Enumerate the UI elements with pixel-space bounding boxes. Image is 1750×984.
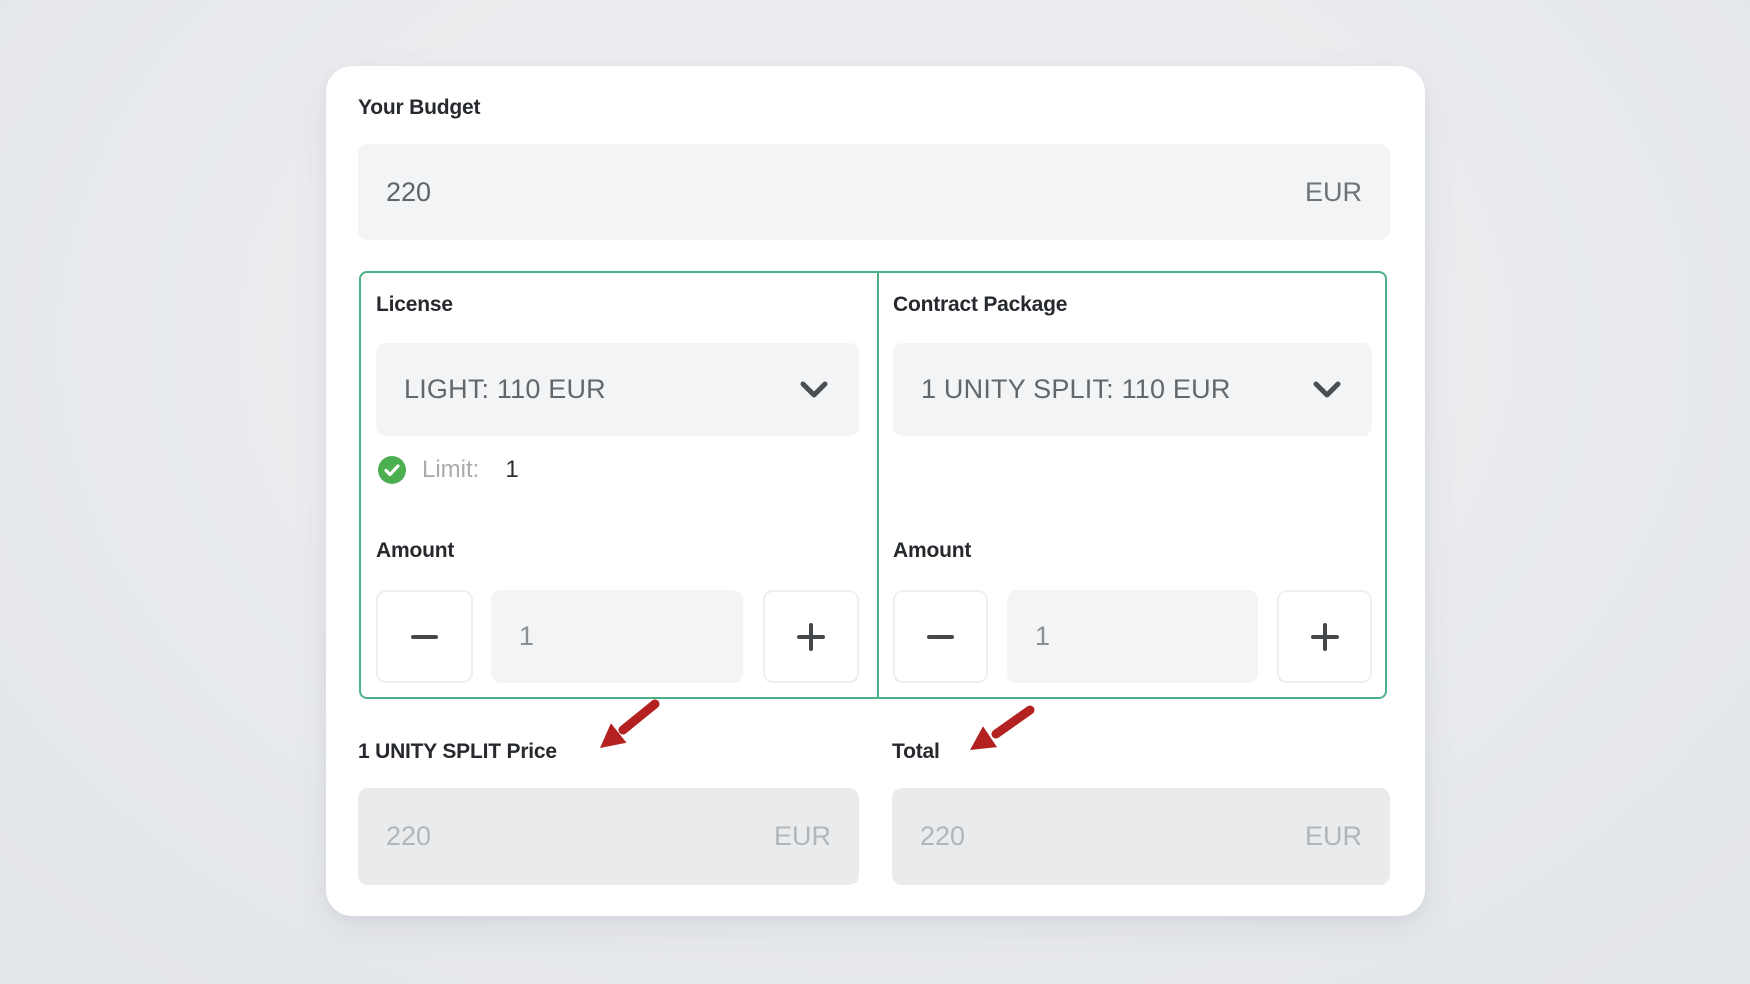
unit-price-currency: EUR <box>773 821 831 851</box>
total-currency: EUR <box>1304 821 1362 851</box>
license-amount-increment-button[interactable] <box>763 590 859 683</box>
contract-amount-input[interactable] <box>1007 590 1258 683</box>
contract-package-panel: Contract Package 1 UNITY SPLIT: 110 EUR … <box>877 273 1385 697</box>
contract-package-select[interactable]: 1 UNITY SPLIT: 110 EUR <box>893 343 1372 436</box>
contract-amount-increment-button[interactable] <box>1277 590 1372 683</box>
chevron-down-icon <box>800 381 828 397</box>
limit-row: Limit: 1 <box>378 456 519 484</box>
license-selected-option: LIGHT: 110 EUR <box>404 374 606 404</box>
chevron-down-icon <box>1313 381 1341 397</box>
pricing-card: Your Budget 220 EUR License LIGHT: 110 E… <box>326 66 1425 916</box>
unit-price-label: 1 UNITY SPLIT Price <box>358 740 557 763</box>
annotation-arrow-icon <box>600 699 660 748</box>
minus-icon <box>927 634 954 639</box>
plus-icon <box>797 622 825 651</box>
minus-icon <box>411 634 438 639</box>
unit-price-input: 220 EUR <box>358 788 859 885</box>
license-amount-input[interactable] <box>491 590 743 683</box>
contract-amount-label: Amount <box>893 539 972 562</box>
contract-package-selected-option: 1 UNITY SPLIT: 110 EUR <box>921 374 1231 404</box>
license-select[interactable]: LIGHT: 110 EUR <box>376 343 859 436</box>
budget-input[interactable]: 220 EUR <box>358 144 1390 240</box>
license-label: License <box>376 293 453 316</box>
license-amount-decrement-button[interactable] <box>376 590 473 683</box>
selection-panel: License LIGHT: 110 EUR Limit: 1 Amount <box>359 271 1387 699</box>
contract-amount-decrement-button[interactable] <box>893 590 988 683</box>
limit-label: Limit: <box>422 456 480 483</box>
budget-currency: EUR <box>1304 176 1362 207</box>
license-amount-label: Amount <box>376 539 455 562</box>
budget-label: Your Budget <box>358 96 481 119</box>
limit-value: 1 <box>505 456 519 483</box>
contract-package-label: Contract Package <box>893 293 1068 316</box>
total-value: 220 <box>920 821 966 851</box>
annotation-arrow-icon <box>970 705 1035 750</box>
total-input: 220 EUR <box>892 788 1390 885</box>
plus-icon <box>1310 622 1339 651</box>
total-label: Total <box>892 740 940 763</box>
license-panel: License LIGHT: 110 EUR Limit: 1 Amount <box>361 273 877 697</box>
unit-price-value: 220 <box>386 821 432 851</box>
budget-value: 220 <box>386 176 432 207</box>
check-icon <box>378 456 406 484</box>
